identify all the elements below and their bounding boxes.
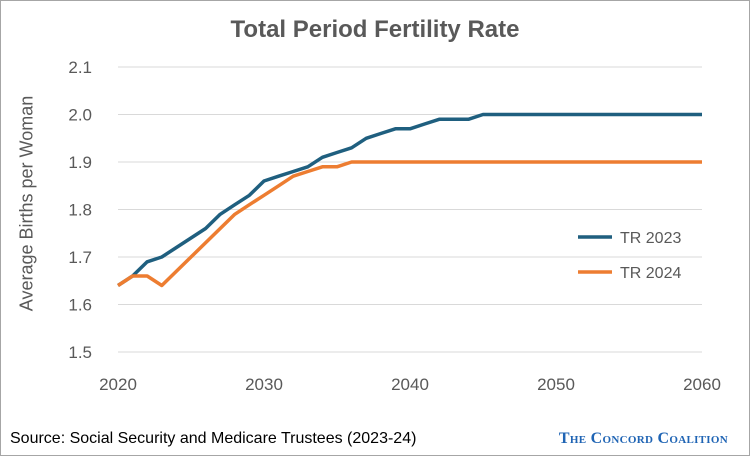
legend: TR 2023 TR 2024: [578, 230, 681, 282]
y-tick-labels: 1.5 1.6 1.7 1.8 1.9 2.0 2.1: [68, 58, 92, 362]
chart-title: Total Period Fertility Rate: [230, 16, 520, 43]
series-line-2: [117, 160, 702, 288]
x-tick-label: 2050: [537, 375, 575, 394]
y-tick-label: 1.9: [68, 153, 92, 172]
series-line-1: [117, 112, 702, 287]
y-tick-label: 2.0: [68, 106, 92, 125]
y-tick-label: 1.8: [68, 201, 92, 220]
series-lines: [117, 112, 702, 288]
y-tick-label: 2.1: [68, 58, 92, 77]
legend-label: TR 2023: [620, 230, 681, 247]
gridlines: [118, 66, 702, 353]
legend-label: TR 2024: [620, 265, 681, 282]
x-tick-label: 2040: [391, 375, 429, 394]
y-tick-label: 1.6: [68, 296, 92, 315]
y-tick-label: 1.7: [68, 248, 92, 267]
x-tick-label: 2030: [245, 375, 283, 394]
x-tick-label: 2020: [99, 375, 137, 394]
brand-logo-text: The Concord Coalition: [558, 430, 728, 447]
x-tick-labels: 2020 2030 2040 2050 2060: [99, 375, 721, 394]
source-note: Source: Social Security and Medicare Tru…: [10, 430, 417, 447]
y-tick-label: 1.5: [68, 343, 92, 362]
x-tick-label: 2060: [683, 375, 721, 394]
